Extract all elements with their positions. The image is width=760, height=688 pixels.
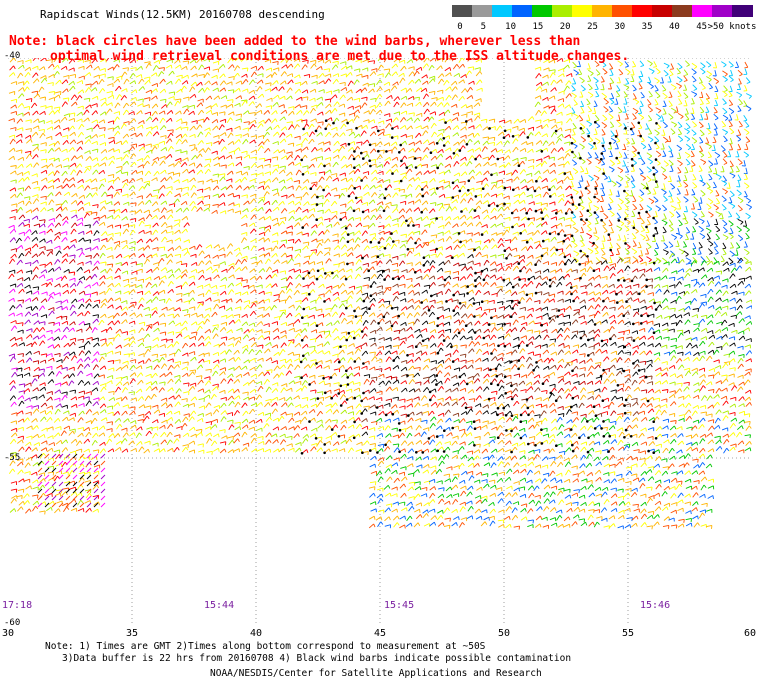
legend-label: 30 — [614, 22, 626, 32]
legend-swatch — [612, 5, 633, 17]
legend-swatch — [632, 5, 653, 17]
legend-swatch — [532, 5, 553, 17]
legend-label: >50 knots — [707, 22, 757, 32]
x-tick-50: 50 — [497, 628, 511, 639]
legend-swatch — [492, 5, 513, 17]
legend-swatch — [592, 5, 613, 17]
footer-credit: NOAA/NESDIS/Center for Satellite Applica… — [210, 668, 542, 679]
footer-note-2: 3)Data buffer is 22 hrs from 20160708 4)… — [62, 653, 572, 664]
legend-label: 15 — [532, 22, 544, 32]
wind-barbs — [8, 58, 752, 530]
legend-label: 40 — [668, 22, 680, 32]
wind-barb-map — [8, 58, 752, 624]
x-tick-60: 60 — [743, 628, 757, 639]
legend-swatch — [572, 5, 593, 17]
color-legend: 0 5 10 15 20 25 30 35 40 45 >50 knots — [452, 5, 756, 35]
legend-swatch — [452, 5, 473, 17]
note-line-1: Note: black circles have been added to t… — [9, 34, 581, 49]
legend-swatch — [692, 5, 713, 17]
time-label-2: 15:44 — [204, 600, 235, 611]
legend-swatch — [652, 5, 673, 17]
legend-swatch — [672, 5, 693, 17]
time-label-3: 15:45 — [384, 600, 415, 611]
legend-label: 45 — [696, 22, 708, 32]
x-tick-55: 55 — [621, 628, 635, 639]
legend-swatch — [512, 5, 533, 17]
footer-note-1: Note: 1) Times are GMT 2)Times along bot… — [45, 641, 486, 652]
legend-label: 35 — [641, 22, 653, 32]
legend-label: 0 — [457, 22, 463, 32]
lat-lon-grid — [8, 58, 752, 624]
legend-swatch — [732, 5, 753, 17]
x-tick-45: 45 — [373, 628, 387, 639]
legend-label: 20 — [559, 22, 571, 32]
legend-label: 10 — [505, 22, 517, 32]
y-tick-minus40: -40 — [4, 51, 21, 61]
time-label-1: 17:18 — [2, 600, 33, 611]
legend-label: 25 — [587, 22, 598, 32]
y-tick-minus55: -55 — [4, 453, 21, 463]
legend-swatch — [712, 5, 733, 17]
y-tick-minus60: -60 — [4, 618, 21, 628]
x-tick-30: 30 — [1, 628, 15, 639]
legend-swatch — [552, 5, 573, 17]
legend-swatch — [472, 5, 493, 17]
legend-label: 5 — [480, 22, 487, 32]
note-line-2: optimal wind retrieval conditions are me… — [50, 49, 630, 64]
map-title: Rapidscat Winds(12.5KM) 20160708 descend… — [40, 8, 325, 21]
x-tick-40: 40 — [249, 628, 263, 639]
time-label-4: 15:46 — [640, 600, 671, 611]
x-tick-35: 35 — [125, 628, 139, 639]
